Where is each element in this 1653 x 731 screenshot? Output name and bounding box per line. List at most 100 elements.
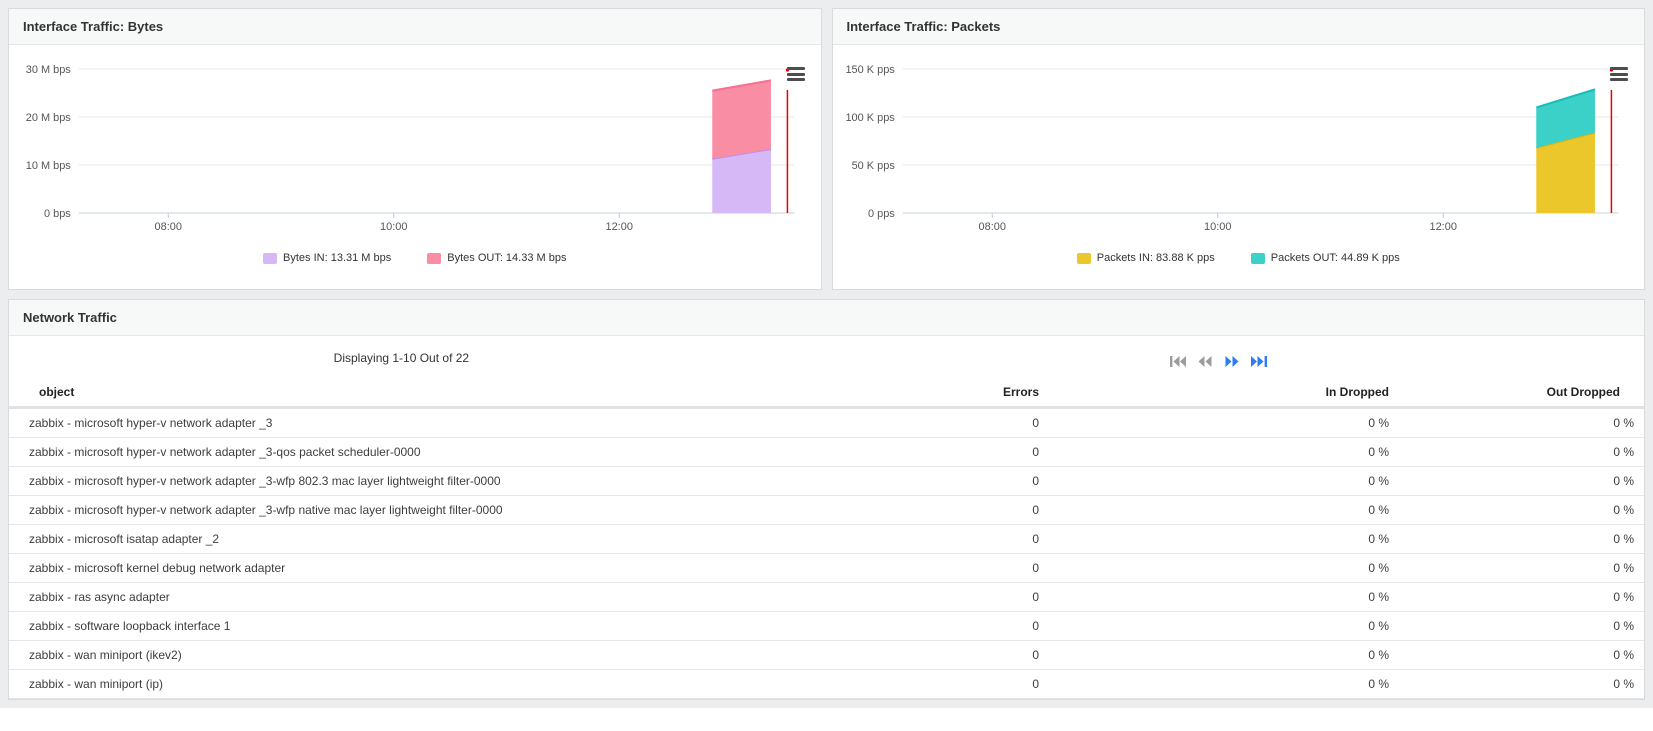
cell-object: zabbix - microsoft hyper-v network adapt…: [9, 407, 779, 438]
cell-errors: 0: [779, 553, 1079, 583]
legend-label: Bytes OUT: 14.33 M bps: [447, 252, 567, 264]
cell-in-dropped: 0 %: [1079, 495, 1419, 525]
legend-item[interactable]: Bytes IN: 13.31 M bps: [263, 252, 391, 264]
chart-menu-hamburger-icon[interactable]: [786, 67, 805, 81]
y-tick-label: 150 K pps: [845, 64, 895, 76]
last-page-icon: [1251, 355, 1268, 367]
table-row[interactable]: zabbix - microsoft hyper-v network adapt…: [9, 437, 1644, 467]
cell-errors: 0: [779, 466, 1079, 496]
cell-in-dropped: 0 %: [1079, 437, 1419, 467]
cell-errors: 0: [779, 611, 1079, 641]
area-series[interactable]: [1535, 89, 1595, 148]
cell-errors: 0: [779, 640, 1079, 670]
panel-interface-traffic-packets: Interface Traffic: Packets 150 K pps 100 …: [831, 8, 1645, 290]
table-row[interactable]: zabbix - microsoft kernel debug network …: [9, 553, 1644, 583]
cell-out-dropped: 0 %: [1419, 495, 1644, 525]
table-row[interactable]: zabbix - microsoft hyper-v network adapt…: [9, 407, 1644, 438]
cell-in-dropped: 0 %: [1079, 407, 1419, 438]
cell-object: zabbix - software loopback interface 1: [9, 611, 779, 641]
prev-page-button[interactable]: [1194, 352, 1216, 370]
cell-out-dropped: 0 %: [1419, 466, 1644, 496]
cell-out-dropped: 0 %: [1419, 640, 1644, 670]
legend-label: Packets OUT: 44.89 K pps: [1270, 252, 1400, 264]
legend-swatch: [263, 252, 278, 264]
y-tick-label: 30 M bps: [26, 64, 72, 76]
cell-out-dropped: 0 %: [1419, 611, 1644, 641]
chart-legend: Bytes IN: 13.31 M bps Bytes OUT: 14.33 M …: [9, 252, 821, 264]
cell-object: zabbix - microsoft hyper-v network adapt…: [9, 466, 779, 496]
prev-page-icon: [1198, 355, 1212, 367]
network-traffic-panel-header: Network Traffic: [9, 300, 1644, 336]
area-series[interactable]: [1535, 132, 1595, 213]
legend-swatch: [427, 252, 442, 264]
chart-menu-hamburger-icon[interactable]: [1610, 67, 1628, 81]
legend-swatch: [1250, 252, 1265, 264]
paging-summary: Displaying 1-10 Out of 22: [333, 351, 470, 365]
cell-object: zabbix - wan miniport (ikev2): [9, 640, 779, 670]
panel-interface-traffic-bytes: Interface Traffic: Bytes 30 M bps 20 M bp…: [8, 8, 822, 290]
table-row[interactable]: zabbix - ras async adapter 0 0 % 0 %: [9, 582, 1644, 612]
network-traffic-table: object Errors In Dropped Out Dropped zab…: [9, 380, 1644, 699]
cell-out-dropped: 0 %: [1419, 524, 1644, 554]
legend-item[interactable]: Packets OUT: 44.89 K pps: [1250, 252, 1400, 264]
first-page-icon: [1170, 355, 1187, 367]
legend-item[interactable]: Bytes OUT: 14.33 M bps: [427, 252, 566, 264]
table-toolbar: Displaying 1-10 Out of 22: [9, 336, 1644, 380]
legend-item[interactable]: Packets IN: 83.88 K pps: [1076, 252, 1215, 264]
table-row[interactable]: zabbix - microsoft hyper-v network adapt…: [9, 495, 1644, 525]
y-tick-label: 100 K pps: [845, 112, 895, 124]
cell-errors: 0: [779, 582, 1079, 612]
traffic-table-body: zabbix - microsoft hyper-v network adapt…: [9, 407, 1644, 699]
next-page-icon: [1225, 355, 1239, 367]
column-header-in-dropped[interactable]: In Dropped: [1079, 380, 1419, 409]
legend-label: Packets IN: 83.88 K pps: [1096, 252, 1215, 264]
cell-errors: 0: [779, 669, 1079, 699]
column-header-out-dropped[interactable]: Out Dropped: [1419, 380, 1644, 409]
packets-panel-header: Interface Traffic: Packets: [832, 9, 1644, 45]
cell-out-dropped: 0 %: [1419, 407, 1644, 438]
y-tick-label: 10 M bps: [26, 160, 72, 172]
cell-errors: 0: [779, 524, 1079, 554]
table-row[interactable]: zabbix - microsoft hyper-v network adapt…: [9, 466, 1644, 496]
x-tick-label: 12:00: [1429, 221, 1456, 233]
bytes-chart: 30 M bps 20 M bps 10 M bps 0 bps 08:00 10:00 1…: [9, 45, 821, 250]
bytes-chart-plot[interactable]: 30 M bps 20 M bps 10 M bps 0 bps 08:00 10:00 1…: [9, 45, 821, 250]
cell-in-dropped: 0 %: [1079, 582, 1419, 612]
legend-swatch: [1076, 252, 1091, 264]
pagination: [1167, 352, 1270, 370]
table-row[interactable]: zabbix - wan miniport (ikev2) 0 0 % 0 %: [9, 640, 1644, 670]
table-row[interactable]: zabbix - microsoft isatap adapter _2 0 0 %…: [9, 524, 1644, 554]
table-row[interactable]: zabbix - wan miniport (ip) 0 0 % 0 %: [9, 669, 1644, 699]
packets-chart-plot[interactable]: 150 K pps 100 K pps 50 K pps 0 pps 08:00 10:0…: [833, 45, 1645, 250]
area-series-edge: [1535, 131, 1595, 149]
last-page-button[interactable]: [1248, 352, 1270, 370]
cell-object: zabbix - wan miniport (ip): [9, 669, 779, 699]
column-header-errors[interactable]: Errors: [779, 380, 1079, 409]
x-tick-label: 08:00: [978, 221, 1005, 233]
y-tick-label: 0 pps: [868, 208, 895, 220]
cell-in-dropped: 0 %: [1079, 524, 1419, 554]
area-series[interactable]: [712, 149, 771, 213]
cell-in-dropped: 0 %: [1079, 466, 1419, 496]
x-tick-label: 10:00: [380, 221, 407, 233]
cell-object: zabbix - ras async adapter: [9, 582, 779, 612]
next-page-button[interactable]: [1221, 352, 1243, 370]
cell-in-dropped: 0 %: [1079, 553, 1419, 583]
cell-object: zabbix - microsoft hyper-v network adapt…: [9, 437, 779, 467]
cell-object: zabbix - microsoft hyper-v network adapt…: [9, 495, 779, 525]
cell-errors: 0: [779, 407, 1079, 438]
packets-panel-title: Interface Traffic: Packets: [846, 19, 1001, 34]
cell-errors: 0: [779, 495, 1079, 525]
area-series[interactable]: [712, 80, 771, 159]
first-page-button[interactable]: [1167, 352, 1189, 370]
chart-legend: Packets IN: 83.88 K pps Packets OUT: 44.8…: [833, 252, 1645, 264]
column-header-object[interactable]: object: [9, 380, 779, 409]
panel-network-traffic: Network Traffic Displaying 1-10 Out of 2…: [8, 299, 1645, 700]
cell-object: zabbix - microsoft isatap adapter _2: [9, 524, 779, 554]
cell-in-dropped: 0 %: [1079, 640, 1419, 670]
x-tick-label: 12:00: [606, 221, 633, 233]
y-tick-label: 0 bps: [44, 208, 71, 220]
cell-out-dropped: 0 %: [1419, 553, 1644, 583]
charts-row: Interface Traffic: Bytes 30 M bps 20 M bp…: [8, 8, 1645, 290]
